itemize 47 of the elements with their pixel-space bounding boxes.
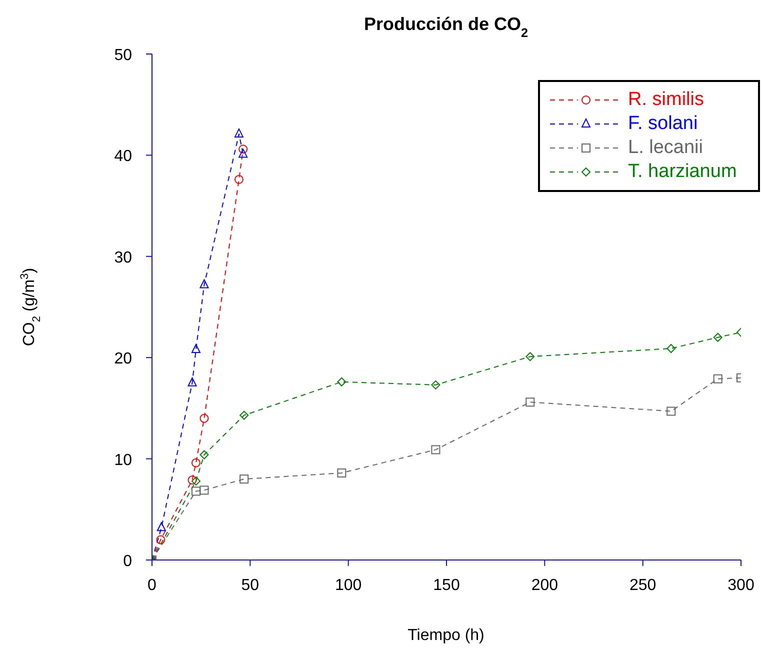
point — [156, 535, 166, 544]
point — [666, 406, 676, 416]
point — [337, 377, 346, 386]
point — [713, 374, 722, 384]
point — [191, 458, 200, 468]
point — [234, 128, 244, 138]
point — [200, 279, 209, 288]
y-tick-label: 50 — [114, 47, 132, 64]
point — [713, 332, 722, 342]
point — [234, 174, 244, 184]
point — [238, 148, 248, 158]
y-tick-label: 10 — [114, 452, 132, 469]
y-tick-label: 40 — [114, 148, 132, 166]
point — [240, 474, 249, 484]
point — [431, 445, 440, 454]
point — [431, 380, 440, 390]
x-tick-label: 250 — [629, 577, 656, 594]
chart-title: Producción de CO$_{2}$ — [364, 14, 528, 40]
point — [188, 476, 197, 485]
point — [200, 486, 209, 495]
point — [337, 468, 346, 478]
y-tick-label: 20 — [114, 350, 132, 368]
point — [191, 344, 200, 354]
x-tick-label: 0 — [148, 577, 157, 594]
legend-label: L. lecanii — [628, 137, 703, 159]
point — [200, 414, 209, 423]
y-tick-label: 0 — [123, 553, 132, 570]
point — [526, 352, 535, 362]
point — [191, 476, 200, 486]
x-axis-title: Tiempo (h) — [408, 627, 484, 644]
legend-label: T. harzianum — [628, 161, 737, 183]
point — [666, 344, 676, 353]
x-tick-label: 50 — [241, 577, 260, 594]
y-tick-label: 30 — [114, 249, 132, 266]
x-tick-label: 300 — [728, 577, 754, 594]
point — [200, 450, 209, 460]
legend-label: F. solani — [628, 113, 698, 135]
x-tick-label: 200 — [531, 577, 558, 594]
point — [156, 522, 166, 532]
point — [240, 410, 249, 420]
legend-label: R. similis — [628, 89, 704, 111]
point — [191, 486, 200, 496]
point — [526, 398, 535, 407]
x-tick-label: 100 — [334, 577, 362, 594]
x-tick-label: 150 — [433, 577, 460, 594]
point — [238, 144, 248, 154]
point — [188, 377, 197, 386]
